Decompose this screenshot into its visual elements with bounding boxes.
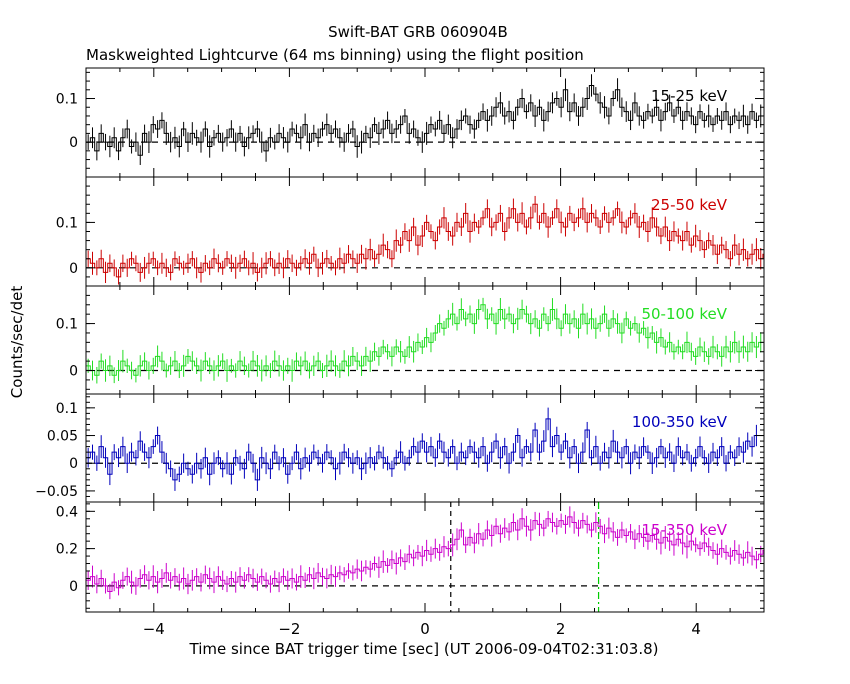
x-tick-label: 2 (556, 620, 566, 638)
band-label: 25-50 keV (651, 196, 728, 214)
x-tick-label: −2 (278, 620, 300, 638)
band-label: 50-100 keV (641, 305, 727, 323)
lightcurve-step-1 (86, 84, 763, 156)
panel-5: 0 0.2 0.4 15-350 keV −4 −2 0 2 4 (56, 501, 765, 638)
y-tick-label: 0 (69, 261, 78, 277)
x-tick-label: 0 (420, 620, 430, 638)
y-axis-label: Counts/sec/det (8, 286, 26, 399)
y-tick-label: 0.2 (56, 542, 78, 558)
y-tick-label: 0 (69, 364, 78, 380)
panel-1: 0 0.1 15-25 keV (56, 67, 765, 178)
y-tick-label: 0 (69, 135, 78, 151)
band-label: 15-25 keV (651, 87, 728, 105)
y-tick-label: 0.05 (47, 429, 78, 445)
y-tick-label: 0.1 (56, 401, 78, 417)
figure-subtitle: Maskweighted Lightcurve (64 ms binning) … (86, 46, 584, 64)
y-tick-label: 0.1 (56, 92, 78, 108)
panel-3: 0 0.1 50-100 keV (56, 285, 765, 395)
x-tick-label: 4 (691, 620, 701, 638)
panels-group: 0 0.1 15-25 keV 0 0.1 25-50 keV 0 0.1 50-100 keV… (35, 67, 765, 638)
x-tick-label: −4 (143, 620, 165, 638)
x-axis-label: Time since BAT trigger time [sec] (UT 20… (189, 640, 659, 658)
panel-2: 0 0.1 25-50 keV (56, 176, 765, 287)
y-tick-label: 0 (69, 456, 78, 472)
lightcurve-step-3 (86, 304, 763, 376)
figure-title: Swift-BAT GRB 060904B (328, 23, 508, 41)
y-tick-label: −0.05 (35, 484, 78, 500)
y-tick-label: 0.1 (56, 317, 78, 333)
y-tick-label: 0 (69, 579, 78, 595)
y-tick-label: 0.4 (56, 504, 78, 520)
band-label: 15-350 keV (641, 521, 727, 539)
band-label: 100-350 keV (632, 413, 728, 431)
y-tick-label: 0.1 (56, 215, 78, 231)
panel-4: −0.05 0 0.05 0.1 100-350 keV (35, 393, 765, 503)
